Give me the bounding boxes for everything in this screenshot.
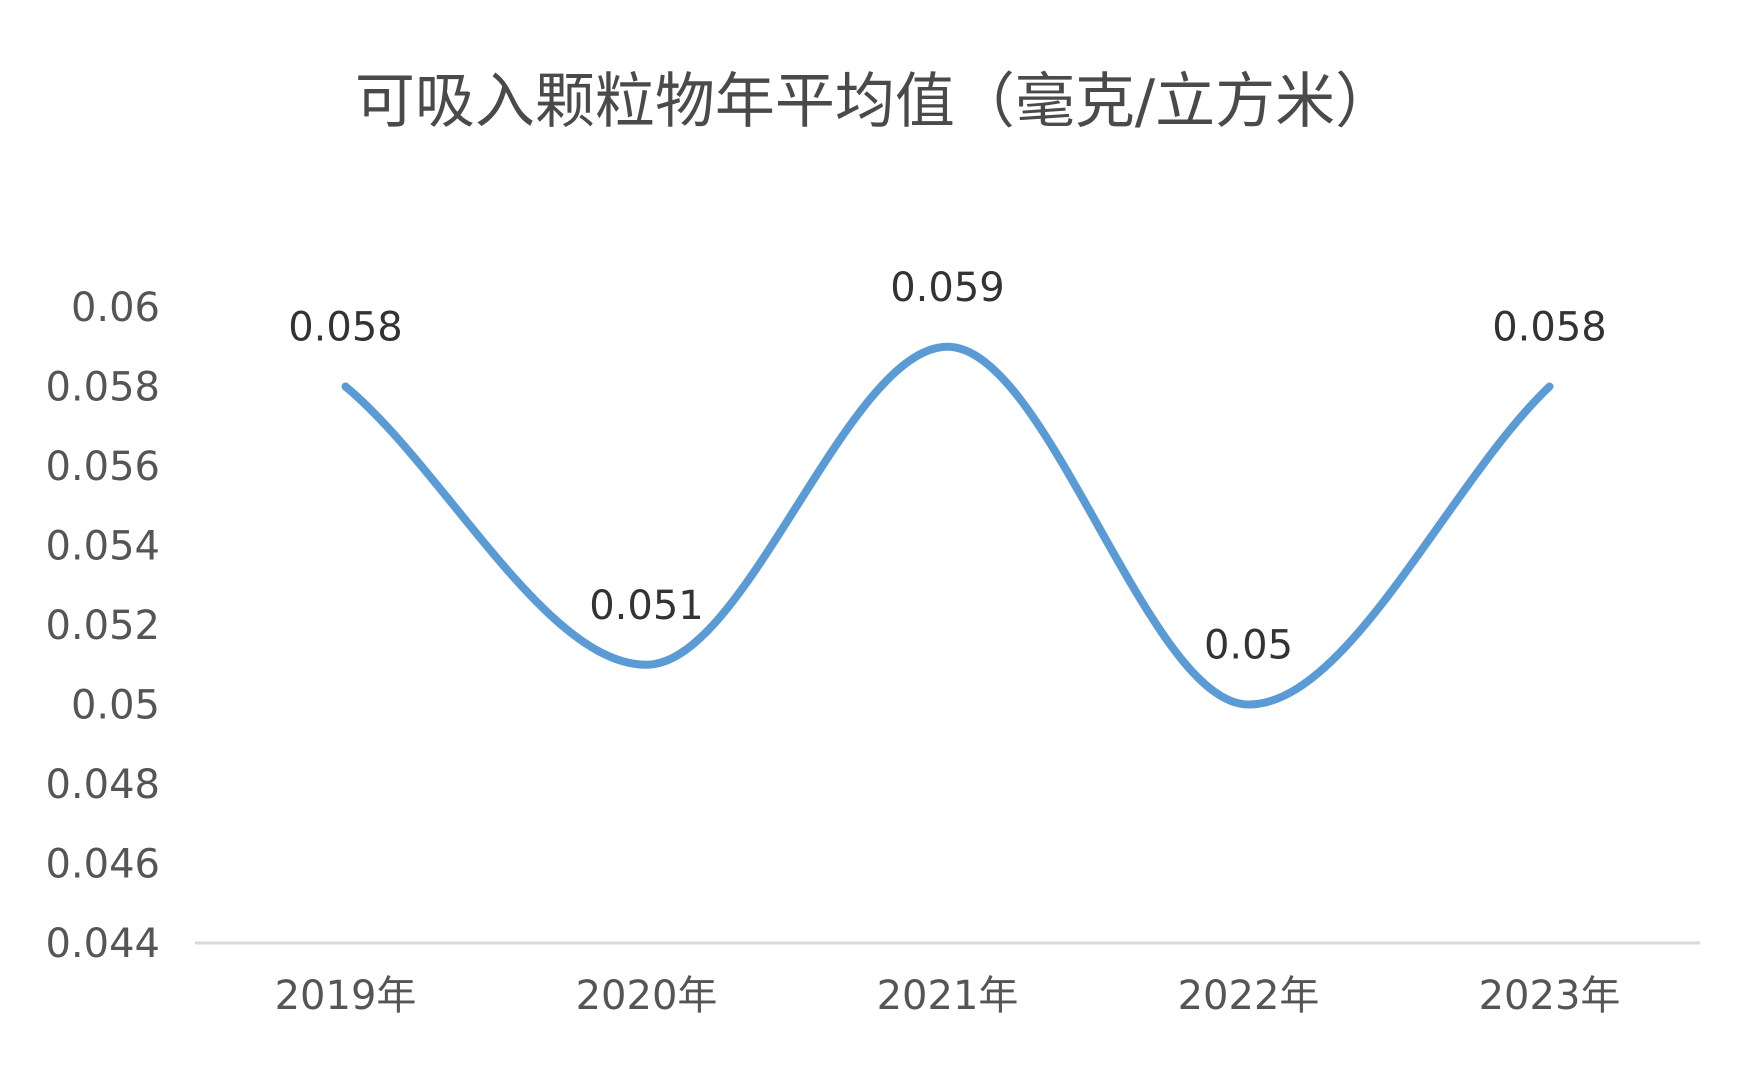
data-label: 0.058 bbox=[1492, 305, 1607, 351]
data-label: 0.051 bbox=[589, 583, 704, 629]
y-tick-label: 0.054 bbox=[45, 524, 160, 570]
data-labels: 0.058 0.051 0.059 0.05 0.058 bbox=[288, 265, 1607, 669]
y-tick-label: 0.048 bbox=[45, 762, 160, 808]
x-tick-label: 2020年 bbox=[576, 973, 718, 1019]
data-label: 0.05 bbox=[1204, 623, 1293, 669]
y-tick-label: 0.058 bbox=[45, 365, 160, 411]
y-tick-label: 0.056 bbox=[45, 444, 160, 490]
data-label: 0.058 bbox=[288, 305, 403, 351]
x-tick-label: 2022年 bbox=[1178, 973, 1320, 1019]
x-tick-label: 2023年 bbox=[1479, 973, 1621, 1019]
series-line bbox=[341, 342, 1554, 709]
chart-title: 可吸入颗粒物年平均值（毫克/立方米） bbox=[355, 67, 1395, 137]
y-tick-label: 0.052 bbox=[45, 603, 160, 649]
y-axis-ticks: 0.06 0.058 0.056 0.054 0.052 0.05 0.048 0.046 0.… bbox=[45, 285, 160, 967]
x-tick-label: 2021年 bbox=[877, 973, 1019, 1019]
x-tick-label: 2019年 bbox=[275, 973, 417, 1019]
y-tick-label: 0.046 bbox=[45, 842, 160, 888]
y-tick-label: 0.05 bbox=[71, 683, 160, 729]
y-tick-label: 0.06 bbox=[71, 285, 160, 331]
x-axis-ticks: 2019年 2020年 2021年 2022年 2023年 bbox=[275, 973, 1621, 1019]
data-label: 0.059 bbox=[890, 265, 1005, 311]
y-tick-label: 0.044 bbox=[45, 921, 160, 967]
